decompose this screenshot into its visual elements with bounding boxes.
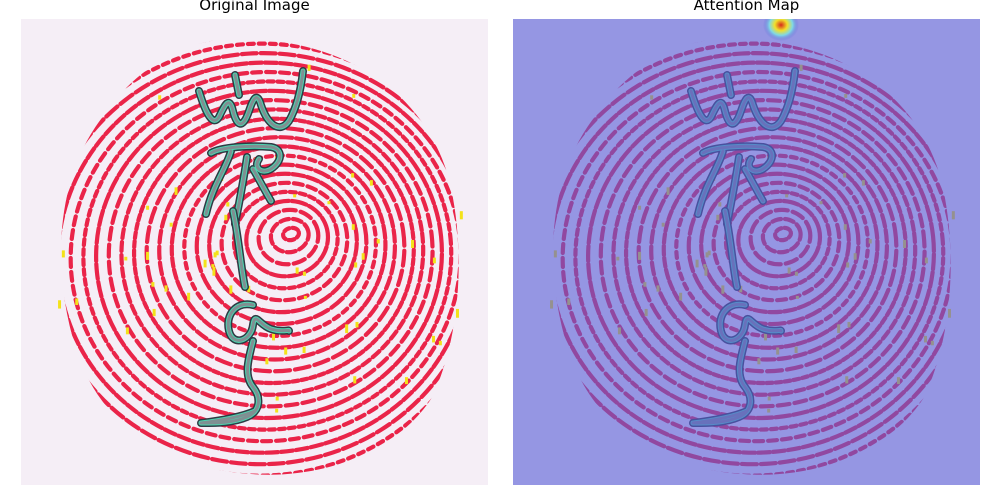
speckle — [247, 285, 251, 293]
ridge-line — [119, 107, 426, 397]
speckle — [455, 308, 459, 318]
speckle — [355, 321, 359, 328]
speckle — [354, 262, 358, 268]
speckle — [213, 252, 217, 258]
speckle — [327, 201, 331, 205]
ridge-line — [61, 41, 459, 475]
speckle — [146, 251, 150, 260]
speckle — [187, 292, 191, 301]
ridge-line — [244, 198, 331, 279]
speckle — [224, 214, 228, 221]
speckle — [404, 377, 408, 385]
ridge-line — [94, 88, 445, 421]
fingerprint-image — [21, 19, 488, 485]
speckle — [459, 211, 463, 220]
ridge-line — [256, 207, 321, 267]
original-image-title: Original Image — [199, 0, 310, 14]
attention-hotspot — [763, 19, 799, 41]
speckle — [124, 256, 128, 261]
ridge-line — [268, 216, 311, 255]
speckle — [345, 324, 349, 334]
ridge-line — [207, 171, 359, 315]
speckle — [211, 264, 215, 268]
speckle — [303, 295, 307, 299]
ridge-line — [182, 153, 379, 339]
speckle — [75, 298, 79, 305]
speckle — [58, 300, 62, 309]
speckle — [376, 239, 380, 244]
speckle — [351, 224, 355, 230]
speckle — [293, 194, 297, 198]
speckle — [152, 308, 156, 317]
ridge-line — [231, 189, 340, 291]
ridge-line — [157, 135, 398, 362]
speckle — [169, 222, 173, 227]
speckle — [307, 64, 311, 71]
speckle — [284, 347, 288, 355]
speckle — [265, 358, 269, 365]
ridge-line — [144, 125, 407, 374]
ridge-line — [219, 180, 350, 303]
ridge-line — [61, 51, 459, 467]
speckle — [151, 282, 155, 287]
speckle — [352, 93, 356, 98]
speckle — [275, 408, 279, 413]
ridge-line — [81, 79, 454, 432]
original-image-panel: Original Image — [21, 0, 488, 500]
trace-stroke-fill — [204, 144, 282, 226]
speckle — [226, 202, 230, 207]
ridge-line — [131, 116, 416, 386]
speckle — [215, 250, 219, 256]
speckle — [229, 285, 233, 294]
handwritten-trace — [195, 67, 307, 427]
ridge-line — [194, 162, 369, 327]
speckles — [58, 64, 463, 421]
attention-map-image — [513, 19, 980, 485]
trace-stroke-fill — [199, 302, 291, 425]
speckle — [203, 259, 207, 268]
attention-overlay — [513, 19, 980, 485]
attention-heatmap-image — [513, 19, 980, 485]
trace-stroke-fill — [233, 73, 241, 97]
speckle — [302, 346, 306, 353]
speckle — [302, 271, 306, 276]
speckle — [369, 180, 373, 186]
speckle — [438, 340, 442, 346]
speckle — [411, 240, 415, 249]
speckle — [125, 327, 129, 335]
attention-map-panel: Attention Map — [513, 0, 980, 500]
attention-map-title: Attention Map — [693, 0, 800, 14]
speckle — [212, 266, 216, 276]
speckle — [146, 205, 150, 210]
speckle — [432, 257, 436, 264]
speckle — [158, 95, 162, 100]
speckle — [275, 396, 279, 401]
trace-stroke-fill — [231, 209, 247, 289]
speckle — [295, 267, 299, 274]
speckle — [353, 376, 357, 384]
speckle — [174, 187, 178, 195]
speckle — [164, 285, 168, 292]
speckle — [61, 250, 65, 258]
ridge-line — [61, 60, 459, 455]
speckle — [361, 253, 365, 260]
speckle — [351, 173, 355, 178]
trace-stroke-fill — [197, 69, 305, 129]
speckle — [432, 335, 436, 343]
ridge-line — [281, 225, 301, 243]
ridge-line — [68, 69, 459, 444]
speckle — [272, 332, 276, 341]
original-fingerprint-image — [21, 19, 488, 485]
